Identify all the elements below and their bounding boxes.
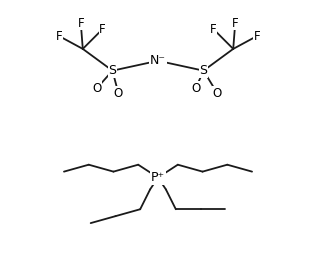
Text: S: S — [199, 64, 208, 77]
Text: F: F — [56, 30, 62, 43]
Text: O: O — [114, 87, 123, 100]
Text: O: O — [213, 87, 222, 100]
Text: N⁻: N⁻ — [150, 54, 166, 67]
Text: F: F — [99, 22, 106, 36]
Text: F: F — [77, 17, 84, 30]
Text: F: F — [254, 30, 260, 43]
Text: F: F — [232, 17, 238, 30]
Text: O: O — [191, 82, 200, 95]
Text: S: S — [108, 64, 116, 77]
Text: O: O — [92, 82, 101, 95]
Text: P⁺: P⁺ — [151, 171, 165, 184]
Text: F: F — [210, 22, 217, 36]
